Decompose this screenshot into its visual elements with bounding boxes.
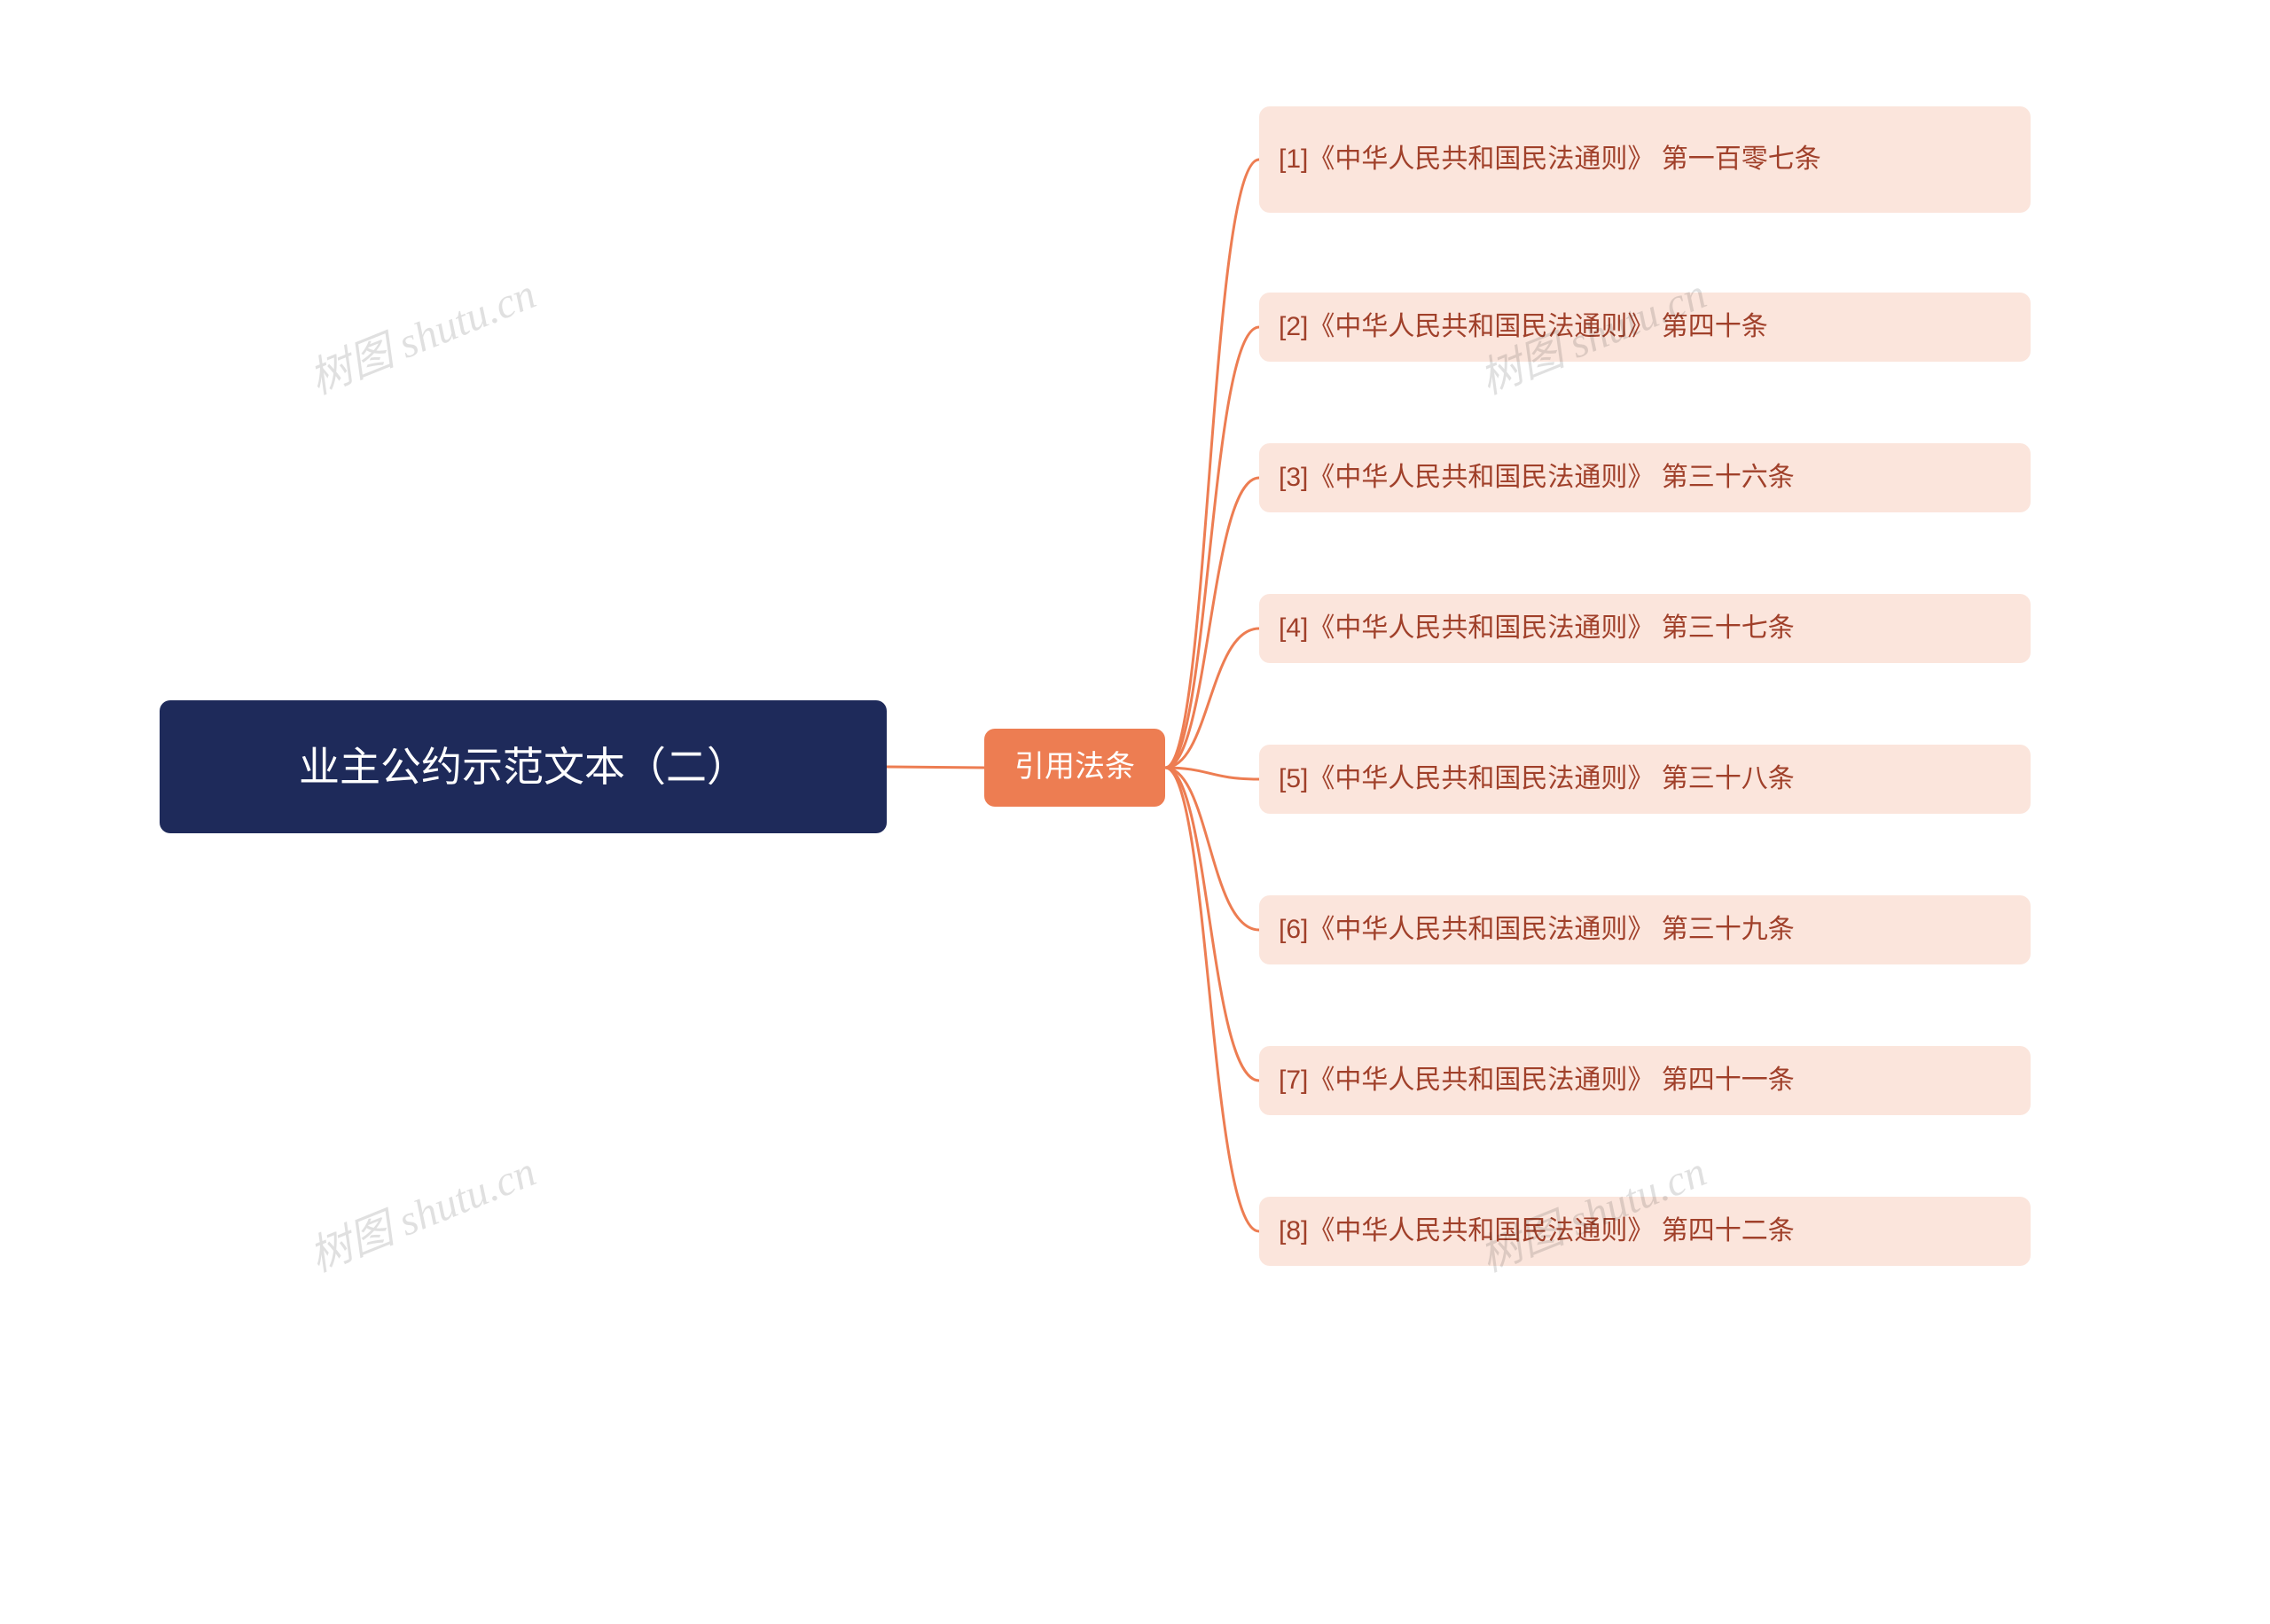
leaf-node[interactable]: [3]《中华人民共和国民法通则》 第三十六条 — [1259, 443, 2031, 512]
watermark: 树图 shutu.cn — [299, 259, 544, 406]
leaf-node[interactable]: [6]《中华人民共和国民法通则》 第三十九条 — [1259, 895, 2031, 964]
level2-label: 引用法条 — [1014, 746, 1135, 789]
root-label: 业主公约示范文本（二） — [299, 738, 748, 795]
leaf-label: [2]《中华人民共和国民法通则》 第四十条 — [1279, 308, 1768, 346]
leaf-label: [1]《中华人民共和国民法通则》 第一百零七条 — [1279, 141, 1821, 178]
root-node[interactable]: 业主公约示范文本（二） — [160, 700, 887, 833]
leaf-label: [7]《中华人民共和国民法通则》 第四十一条 — [1279, 1062, 1795, 1099]
leaf-node[interactable]: [1]《中华人民共和国民法通则》 第一百零七条 — [1259, 106, 2031, 213]
leaf-label: [6]《中华人民共和国民法通则》 第三十九条 — [1279, 911, 1795, 949]
leaf-node[interactable]: [5]《中华人民共和国民法通则》 第三十八条 — [1259, 745, 2031, 814]
leaf-label: [8]《中华人民共和国民法通则》 第四十二条 — [1279, 1213, 1795, 1250]
leaf-node[interactable]: [8]《中华人民共和国民法通则》 第四十二条 — [1259, 1197, 2031, 1266]
leaf-node[interactable]: [4]《中华人民共和国民法通则》 第三十七条 — [1259, 594, 2031, 663]
level2-node[interactable]: 引用法条 — [984, 729, 1165, 807]
watermark: 树图 shutu.cn — [299, 1136, 544, 1284]
leaf-node[interactable]: [2]《中华人民共和国民法通则》 第四十条 — [1259, 293, 2031, 362]
leaf-label: [3]《中华人民共和国民法通则》 第三十六条 — [1279, 459, 1795, 496]
leaf-node[interactable]: [7]《中华人民共和国民法通则》 第四十一条 — [1259, 1046, 2031, 1115]
leaf-label: [4]《中华人民共和国民法通则》 第三十七条 — [1279, 610, 1795, 647]
leaf-label: [5]《中华人民共和国民法通则》 第三十八条 — [1279, 761, 1795, 798]
mindmap-canvas: 业主公约示范文本（二） 引用法条 [1]《中华人民共和国民法通则》 第一百零七条… — [0, 0, 2270, 1624]
